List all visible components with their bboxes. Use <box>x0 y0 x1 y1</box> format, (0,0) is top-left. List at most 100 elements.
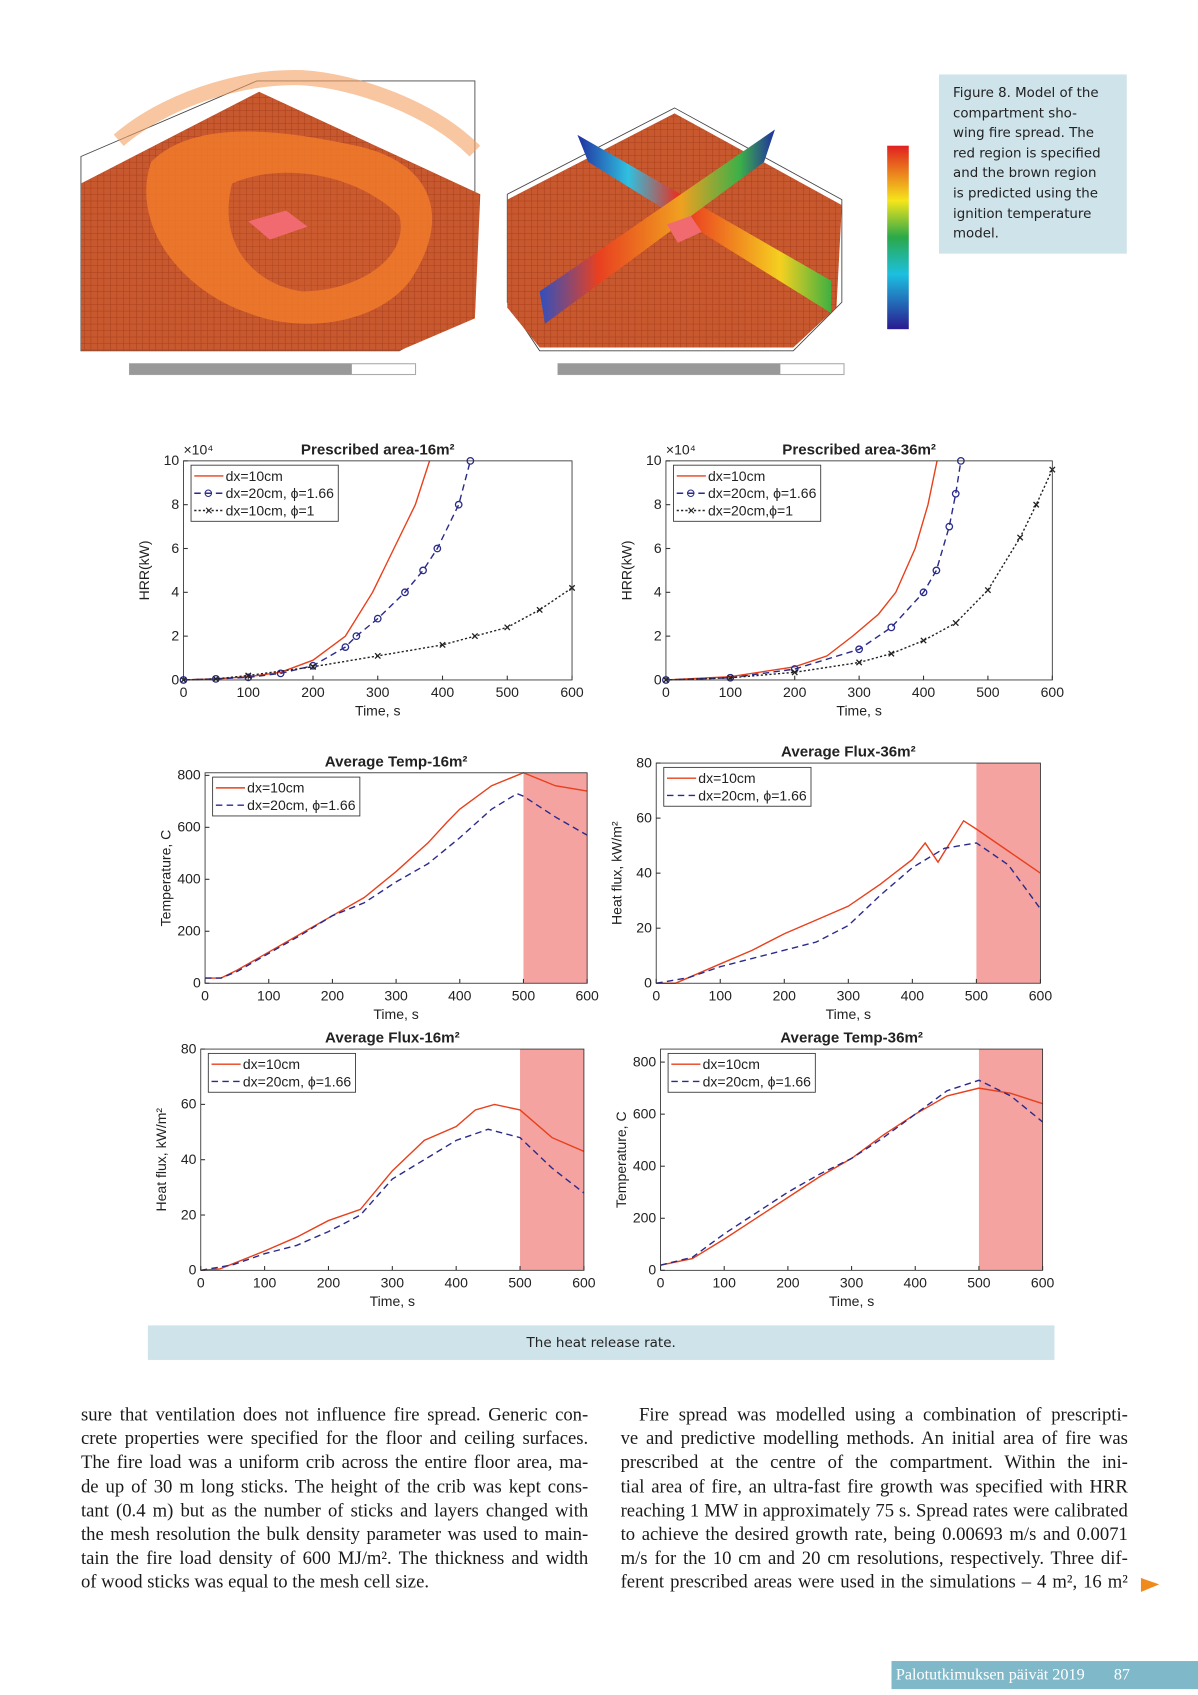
x-tick-label: 600 <box>560 684 584 700</box>
chart-title: Average Flux-36m² <box>781 744 916 761</box>
plot-frame <box>665 460 1053 681</box>
chart: 0 100 200 300 400 500 600 0 2 4 6 8 10 Prescribed are… <box>136 441 584 718</box>
legend-label: dx=10cm <box>698 770 755 786</box>
x-tick-label: 600 <box>1031 1275 1055 1291</box>
y-tick-label: 80 <box>181 1040 197 1056</box>
render-left <box>80 70 481 376</box>
x-tick-label: 200 <box>776 1275 800 1291</box>
y-axis-label: Temperature, C <box>613 1111 629 1208</box>
marker <box>945 522 954 531</box>
y-tick-label: 0 <box>193 975 201 991</box>
legend-box <box>667 1052 816 1093</box>
x-tick-label: 200 <box>773 988 797 1004</box>
plot-frame <box>204 772 588 984</box>
render-right <box>506 107 909 376</box>
marker <box>309 661 317 670</box>
y-tick-label: 10 <box>164 452 180 468</box>
marker <box>888 650 895 657</box>
x-tick-label: 500 <box>976 684 1000 700</box>
series-line <box>205 772 588 979</box>
x-tick-label: 100 <box>709 988 733 1004</box>
marker <box>1033 501 1040 508</box>
x-axis-label: Time, s <box>370 1293 415 1309</box>
y-tick-label: 60 <box>181 1096 197 1112</box>
x-tick-label: 400 <box>901 988 925 1004</box>
x-tick-label: 200 <box>301 684 325 700</box>
legend-label: dx=20cm, ϕ=1.66 <box>226 485 335 501</box>
caption-line: wing fire spread. The <box>953 124 1094 141</box>
y-tick-label: 400 <box>177 871 201 887</box>
legend-label: dx=10cm <box>703 1056 760 1072</box>
y-tick-label: 60 <box>636 809 652 825</box>
plot-frame <box>183 460 573 681</box>
x-tick-label: 200 <box>321 988 345 1004</box>
legend-box <box>212 776 361 817</box>
text-line: of wood sticks was equal to the mesh cel… <box>80 1571 430 1593</box>
legend-label: dx=10cm <box>243 1056 300 1072</box>
marker <box>855 645 864 654</box>
legend-marker <box>205 507 212 514</box>
text-line: to achieve the desired growth rate, bein… <box>620 1523 1128 1545</box>
legend-box <box>207 1052 356 1093</box>
marker <box>373 614 382 623</box>
y-tick-label: 80 <box>636 754 652 770</box>
legend-label: dx=20cm, ϕ=1.66 <box>703 1073 812 1089</box>
plot-frame <box>655 762 1041 984</box>
plot-frame <box>200 1048 585 1271</box>
x-tick-label: 200 <box>317 1275 341 1291</box>
legend-label: dx=20cm, ϕ=1.66 <box>698 787 807 803</box>
series-line <box>665 460 938 681</box>
marker <box>536 606 543 614</box>
y-tick-label: 800 <box>177 767 201 783</box>
series-line <box>200 1103 585 1272</box>
x-axis-label: Time, s <box>355 703 400 719</box>
chart-title: Average Temp-36m² <box>780 1030 923 1047</box>
legend-label: dx=20cm, ϕ=1.66 <box>708 485 817 501</box>
caption-line: red region is specified <box>953 144 1101 161</box>
legend-label: dx=10cm <box>226 468 283 484</box>
x-tick-label: 400 <box>904 1275 928 1291</box>
y-tick-label: 600 <box>633 1105 657 1121</box>
y-axis-label: HRR(kW) <box>136 540 152 600</box>
x-tick-label: 100 <box>713 1275 737 1291</box>
y-tick-label: 0 <box>189 1262 197 1278</box>
marker <box>374 652 381 660</box>
y-axis-label: HRR(kW) <box>618 540 634 600</box>
text-line: Fire spread was modelled using a combina… <box>638 1404 1128 1425</box>
marker <box>352 632 361 641</box>
continue-arrow <box>1140 1577 1160 1592</box>
legend-box <box>663 766 812 807</box>
marker <box>791 669 798 676</box>
y-axis-label: Temperature, C <box>158 830 174 927</box>
marker <box>951 489 960 498</box>
text-line: ferent prescribed areas were used in the… <box>620 1571 1128 1593</box>
body-column: sure that ventilation does not influence… <box>81 1403 588 1595</box>
x-axis-label: Time, s <box>836 703 881 719</box>
marker <box>419 566 427 575</box>
x-tick-label: 100 <box>237 684 261 700</box>
text-line: sure that ventilation does not influence… <box>80 1404 589 1425</box>
marker <box>920 637 927 644</box>
x-tick-label: 100 <box>719 684 743 700</box>
legend-box <box>190 464 339 522</box>
marker <box>212 675 220 683</box>
y-tick-label: 0 <box>648 1262 656 1278</box>
y-tick-label: 600 <box>177 819 201 835</box>
chart: 0 100 200 300 400 500 600 0 200 400 600 800 Average … <box>613 1030 1055 1309</box>
x-tick-label: 600 <box>1041 684 1065 700</box>
footer: Palotutkimuksen päivät 2019 87 <box>891 1661 1198 1690</box>
y-tick-label: 2 <box>654 627 662 643</box>
x-tick-label: 500 <box>965 988 989 1004</box>
marker <box>245 672 252 679</box>
x-tick-label: 400 <box>444 1275 468 1291</box>
legend-marker <box>686 489 695 498</box>
chart: 0 100 200 300 400 500 600 0 2 4 6 8 10 Prescribed are… <box>618 441 1064 718</box>
marker <box>401 588 409 597</box>
marker <box>309 663 317 670</box>
caption-line: compartment sho- <box>953 104 1077 121</box>
text-line: tial area of fire, an ultra-fast fire gr… <box>620 1476 1128 1497</box>
